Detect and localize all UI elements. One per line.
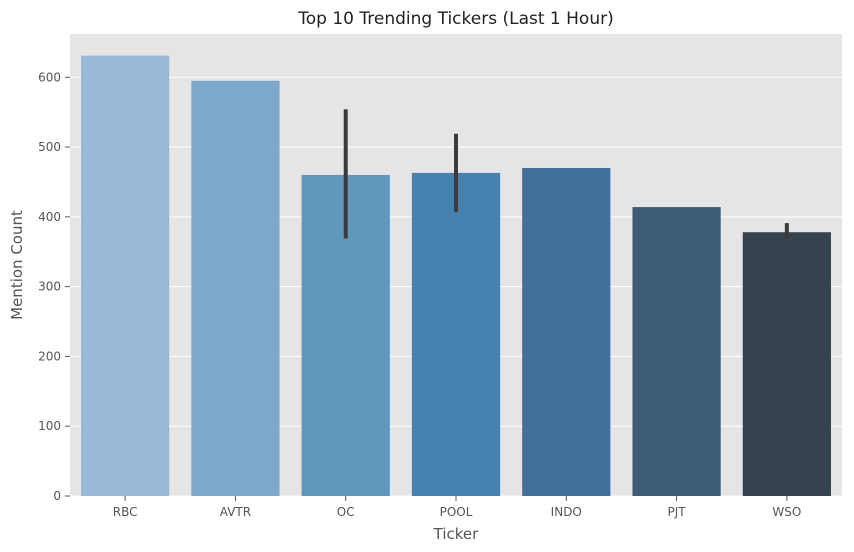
x-tick-label: PJT <box>668 505 687 519</box>
x-tick-label: RBC <box>113 505 138 519</box>
bar-avtr <box>191 80 280 497</box>
y-tick-label: 0 <box>53 489 61 503</box>
bars <box>81 55 831 497</box>
x-tick-label: OC <box>337 505 355 519</box>
bar-pjt <box>632 207 721 496</box>
x-tick-label: AVTR <box>220 505 251 519</box>
y-tick-label: 100 <box>38 419 61 433</box>
y-tick-label: 200 <box>38 349 61 363</box>
y-tick-label: 600 <box>38 70 61 84</box>
error-bars <box>343 109 789 240</box>
y-axis-ticks: 0 100 200 300 400 500 600 <box>38 70 70 503</box>
x-axis-ticks: RBC AVTR OC POOL INDO PJT WSO <box>113 496 801 519</box>
x-tick-label: WSO <box>772 505 801 519</box>
y-tick-label: 500 <box>38 140 61 154</box>
y-tick-label: 300 <box>38 280 61 294</box>
y-axis-label: Mention Count <box>8 210 26 320</box>
y-tick-label: 400 <box>38 210 61 224</box>
bar-indo <box>522 167 611 496</box>
x-tick-label: INDO <box>551 505 582 519</box>
bar-wso <box>742 232 831 496</box>
bar-pool <box>411 172 501 496</box>
x-tick-label: POOL <box>440 505 473 519</box>
x-axis-label: Ticker <box>433 525 479 543</box>
chart-title: Top 10 Trending Tickers (Last 1 Hour) <box>297 9 613 29</box>
bar-rbc <box>81 55 170 497</box>
